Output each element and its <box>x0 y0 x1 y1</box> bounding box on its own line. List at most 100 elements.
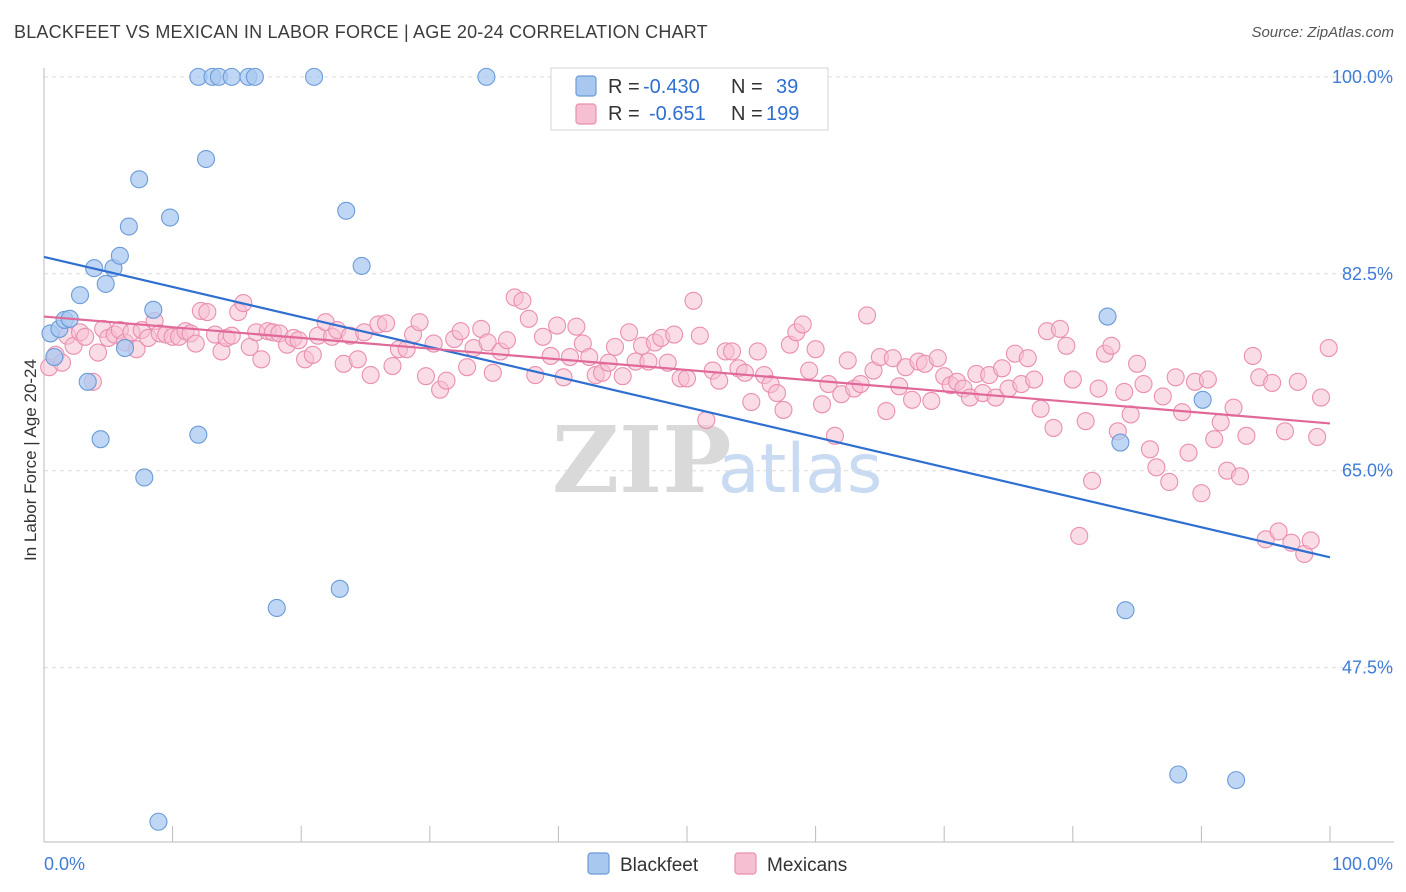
legend-r-value-2: -0.651 <box>649 103 706 125</box>
source-note: Source: ZipAtlas.com <box>1251 24 1394 41</box>
mexicans-point-80 <box>548 316 567 335</box>
bottom-legend-swatch-mexicans <box>734 852 757 875</box>
blackfeet-point-35 <box>1116 601 1135 620</box>
mexicans-point-135 <box>902 390 922 409</box>
mexicans-point-160 <box>1063 370 1082 389</box>
mexicans-point-188 <box>1243 346 1262 365</box>
x-tick-label-0: 0.0% <box>44 854 85 874</box>
blackfeet-point-1 <box>45 347 64 367</box>
mexicans-point-193 <box>1275 422 1295 441</box>
mexicans-point-174 <box>1153 387 1172 406</box>
mexicans-point-118 <box>793 315 812 334</box>
mexicans-point-170 <box>1128 354 1147 373</box>
blackfeet-point-28 <box>305 67 324 86</box>
mexicans-point-125 <box>838 351 857 370</box>
legend-n-value-2: 199 <box>766 103 799 125</box>
mexicans-point-185 <box>1224 398 1243 417</box>
x-tick-labels: 0.0% 100.0% <box>44 854 1393 874</box>
trend-line-mexicans <box>43 315 1331 425</box>
y-tick-labels: 47.5% 65.0% 82.5% 100.0% <box>1332 67 1393 678</box>
mexicans-point-44 <box>303 345 322 364</box>
mexicans-point-183 <box>1211 413 1230 432</box>
legend-swatch-blackfeet <box>575 75 597 97</box>
mexicans-point-102 <box>690 326 709 345</box>
mexicans-point-89 <box>605 337 625 356</box>
legend-n-label-1: N = <box>731 76 763 98</box>
mexicans-point-70 <box>478 333 497 352</box>
mexicans-point-120 <box>806 340 825 359</box>
mexicans-point-148 <box>986 388 1005 407</box>
mexicans-point-67 <box>458 358 477 377</box>
mexicans-point-77 <box>526 366 545 385</box>
mexicans-point-149 <box>993 359 1012 378</box>
mexicans-point-132 <box>883 349 902 368</box>
axes <box>43 68 1394 843</box>
mexicans-point-91 <box>620 323 639 342</box>
mexicans-point-122 <box>819 375 838 394</box>
mexicans-point-153 <box>1018 349 1037 368</box>
mexicans-point-6 <box>76 327 95 346</box>
mexicans-point-166 <box>1102 336 1121 355</box>
mexicans-point-78 <box>533 327 553 346</box>
mexicans-point-199 <box>1319 338 1338 358</box>
mexicans-point-71 <box>483 363 502 382</box>
mexicans-point-173 <box>1147 458 1166 477</box>
mexicans-point-192 <box>1269 522 1288 541</box>
mexicans-point-195 <box>1288 372 1307 391</box>
mexicans-point-161 <box>1070 526 1089 546</box>
y-tick-label-3: 100.0% <box>1332 67 1393 87</box>
mexicans-point-200 <box>1311 388 1331 407</box>
mexicans-point-107 <box>722 342 742 361</box>
mexicans-point-178 <box>1179 443 1198 462</box>
blackfeet-point-13 <box>119 217 138 236</box>
series-blackfeet-points <box>41 67 1246 831</box>
trend-line-blackfeet <box>43 255 1331 559</box>
mexicans-point-155 <box>1031 399 1050 418</box>
mexicans-point-197 <box>1301 531 1320 550</box>
mexicans-point-186 <box>1230 467 1250 486</box>
blackfeet-point-33 <box>1098 307 1117 326</box>
blackfeet-point-31 <box>352 256 371 275</box>
bottom-legend-label-mexicans: Mexicans <box>767 855 847 876</box>
blackfeet-point-9 <box>96 274 115 293</box>
mexicans-point-8 <box>88 343 108 362</box>
mexicans-point-139 <box>928 349 947 368</box>
mexicans-point-73 <box>497 331 517 350</box>
mexicans-point-109 <box>735 363 754 382</box>
mexicans-point-90 <box>613 367 632 386</box>
blackfeet-point-6 <box>78 372 97 391</box>
mexicans-point-75 <box>513 291 532 310</box>
mexicans-point-51 <box>348 350 367 369</box>
y-axis-label: In Labor Force | Age 20-24 <box>21 359 40 561</box>
trend-lines <box>43 255 1331 559</box>
mexicans-point-180 <box>1192 484 1211 503</box>
blackfeet-point-26 <box>245 67 264 86</box>
bottom-legend-swatch-blackfeet <box>587 852 610 875</box>
legend-r-label-2: R = <box>608 103 640 125</box>
blackfeet-point-32 <box>477 67 496 86</box>
blackfeet-point-27 <box>267 598 286 618</box>
mexicans-point-182 <box>1205 430 1224 449</box>
mexicans-point-128 <box>857 306 877 325</box>
legend-swatch-mexicans <box>575 103 597 125</box>
mexicans-point-66 <box>451 322 470 341</box>
mexicans-point-111 <box>748 342 767 361</box>
blackfeet-point-16 <box>144 300 163 319</box>
mexicans-point-27 <box>198 302 217 322</box>
mexicans-point-168 <box>1115 382 1134 401</box>
mexicans-point-55 <box>377 314 396 333</box>
blackfeet-point-15 <box>135 468 154 487</box>
mexicans-point-36 <box>252 350 271 369</box>
mexicans-point-157 <box>1044 418 1063 437</box>
mexicans-point-53 <box>361 366 380 385</box>
blackfeet-point-38 <box>1227 771 1246 790</box>
bottom-legend-label-blackfeet: Blackfeet <box>620 855 699 876</box>
legend-n-label-2: N = <box>731 103 763 125</box>
y-tick-label-0: 47.5% <box>1342 658 1393 678</box>
mexicans-point-61 <box>416 367 435 386</box>
mexicans-point-172 <box>1140 440 1160 459</box>
mexicans-point-176 <box>1166 368 1185 387</box>
mexicans-point-31 <box>222 326 241 345</box>
mexicans-point-25 <box>186 334 205 353</box>
